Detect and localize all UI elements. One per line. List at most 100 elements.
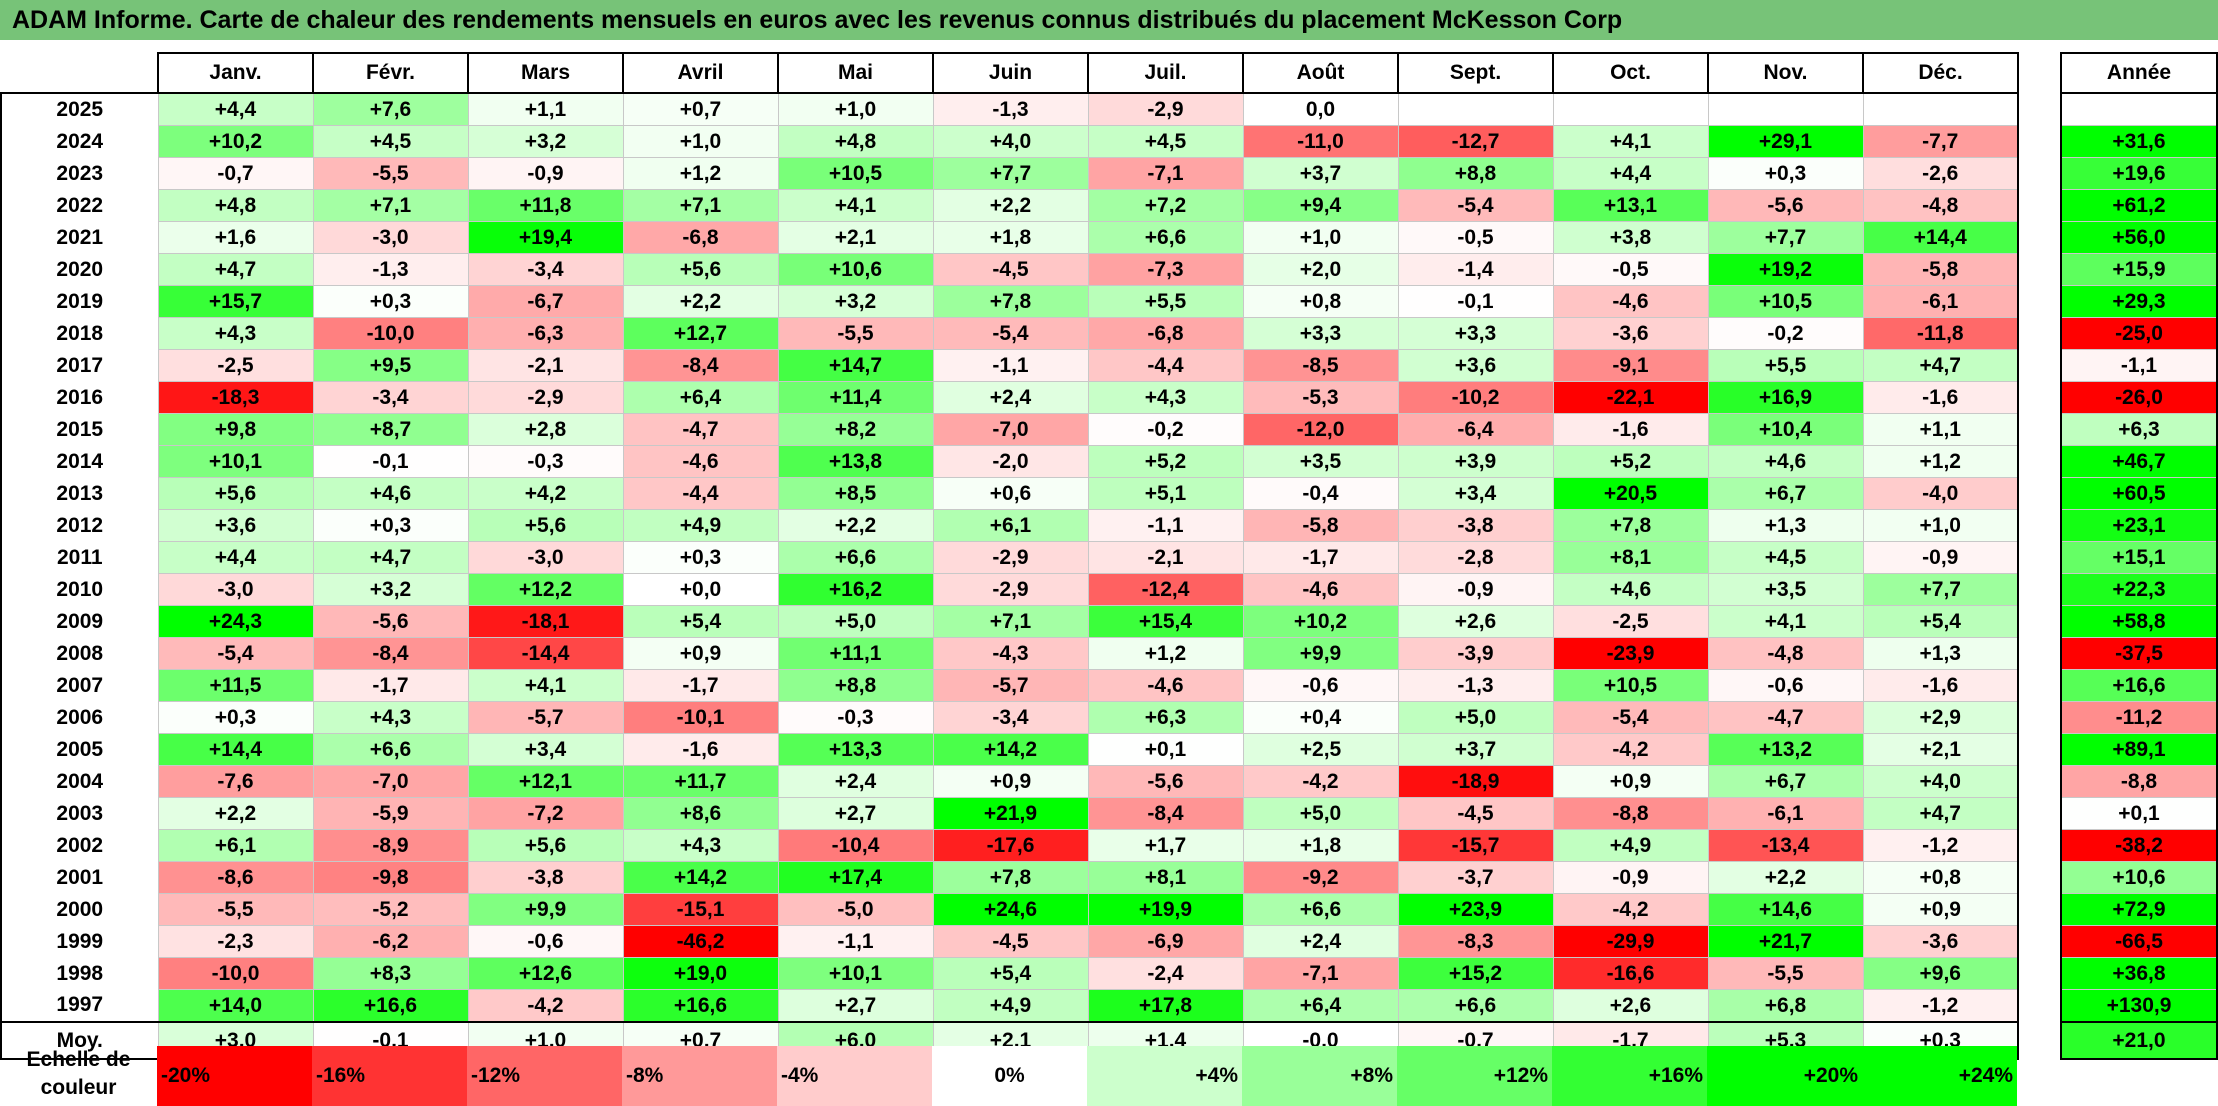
heatmap-cell: +0,4 [1242,701,1399,734]
heatmap-cell: +17,4 [777,861,934,894]
heatmap-cell [1707,92,1864,126]
annual-cell: +58,8 [2060,605,2218,638]
year-label: 1998 [0,957,158,990]
heatmap-cell: +2,1 [777,221,934,254]
heatmap-cell: +5,6 [467,509,624,542]
year-label: 2016 [0,381,158,414]
heatmap-cell: +14,2 [622,861,779,894]
heatmap-cell: -6,9 [1087,925,1244,958]
heatmap-cell: +4,7 [312,541,469,574]
heatmap-cell: +0,0 [622,573,779,606]
month-header: Févr. [312,52,469,94]
heatmap-cell: +4,6 [312,477,469,510]
heatmap-cell: -5,7 [467,701,624,734]
heatmap-cell: +13,3 [777,733,934,766]
heatmap-cell: +6,7 [1707,477,1864,510]
annual-cell: +22,3 [2060,573,2218,606]
heatmap-cell: +0,6 [932,477,1089,510]
heatmap-cell: +4,6 [1552,573,1709,606]
heatmap-cell: -4,4 [1087,349,1244,382]
year-row: 2007 +11,5 -1,7 +4,1 -1,7 +8,8 -5,7 -4,6 -0,6 -1,… [0,669,2019,702]
heatmap-cell: -14,4 [467,637,624,670]
heatmap-cell: -1,6 [1862,381,2019,414]
heatmap-cell: +5,5 [1707,349,1864,382]
heatmap-cell: -3,6 [1552,317,1709,350]
month-header: Avril [622,52,779,94]
year-row: 2020 +4,7 -1,3 -3,4 +5,6 +10,6 -4,5 -7,3 +2,0 -1,… [0,253,2019,286]
heatmap-cell: -0,6 [1242,669,1399,702]
heatmap-cell: +12,7 [622,317,779,350]
heatmap-cell: +13,1 [1552,189,1709,222]
heatmap-cell: -1,2 [1862,989,2019,1023]
heatmap-cell: -2,1 [1087,541,1244,574]
heatmap-cell: -5,0 [777,893,934,926]
heatmap-cell: +5,6 [467,829,624,862]
heatmap-cell: +16,9 [1707,381,1864,414]
heatmap-cell: -3,8 [467,861,624,894]
heatmap-cell: -5,8 [1862,253,2019,286]
heatmap-cell: +16,2 [777,573,934,606]
heatmap-cell: -12,0 [1242,413,1399,446]
heatmap-cell: +7,8 [1552,509,1709,542]
heatmap-cell: -5,5 [312,157,469,190]
heatmap-cell: -0,5 [1397,221,1554,254]
heatmap-cell: -2,4 [1087,957,1244,990]
heatmap-cell: -4,2 [467,989,624,1023]
heatmap-cell: -6,2 [312,925,469,958]
heatmap-cell: +4,0 [932,125,1089,158]
heatmap-cell: -2,9 [1087,92,1244,126]
heatmap-cell: +9,6 [1862,957,2019,990]
year-label: 2015 [0,413,158,446]
heatmap-cell: -4,6 [622,445,779,478]
year-row: 2016 -18,3 -3,4 -2,9 +6,4 +11,4 +2,4 +4,3 -5,3 -1… [0,381,2019,414]
heatmap-cell: +1,1 [467,92,624,126]
heatmap-cell: +6,7 [1707,765,1864,798]
heatmap-cell: +10,5 [777,157,934,190]
heatmap-cell: +4,8 [777,125,934,158]
corner-cell [1,53,158,93]
color-scale-step: +8% [1242,1046,1397,1106]
year-label: 2003 [0,797,158,830]
heatmap-cell: -8,6 [157,861,314,894]
color-scale-step: +12% [1397,1046,1552,1106]
annual-cell: -37,5 [2060,637,2218,670]
heatmap-cell: +1,3 [1862,637,2019,670]
heatmap-cell: +8,8 [777,669,934,702]
heatmap-cell: -4,0 [1862,477,2019,510]
heatmap-cell: -10,2 [1397,381,1554,414]
heatmap-cell: -5,5 [157,893,314,926]
heatmap-cell: +10,6 [777,253,934,286]
annual-cell: -66,5 [2060,925,2218,958]
color-scale-step: -12% [467,1046,622,1106]
heatmap-cell: +2,2 [777,509,934,542]
heatmap-cell: +7,7 [1707,221,1864,254]
color-scale-step: -4% [777,1046,932,1106]
year-row: 2004 -7,6 -7,0 +12,1 +11,7 +2,4 +0,9 -5,6 -4,2 -1… [0,765,2019,798]
heatmap-cell: +3,5 [1707,573,1864,606]
month-header: Juin [932,52,1089,94]
heatmap-cell: +6,8 [1707,989,1864,1023]
heatmap-cell: -6,1 [1862,285,2019,318]
heatmap-cell: +6,6 [1087,221,1244,254]
heatmap-cell: +24,6 [932,893,1089,926]
heatmap-cell: +1,6 [157,221,314,254]
heatmap-cell: -10,0 [312,317,469,350]
heatmap-cell: -13,4 [1707,829,1864,862]
heatmap-cell: +7,1 [932,605,1089,638]
heatmap-cell: -7,3 [1087,253,1244,286]
heatmap-cell: -2,1 [467,349,624,382]
heatmap-cell: -16,6 [1552,957,1709,990]
heatmap-cell: -6,7 [467,285,624,318]
heatmap-cell: -3,0 [312,221,469,254]
year-row: 1998 -10,0 +8,3 +12,6 +19,0 +10,1 +5,4 -2,4 -7,1… [0,957,2019,990]
year-row: 2008 -5,4 -8,4 -14,4 +0,9 +11,1 -4,3 +1,2 +9,9 -3… [0,637,2019,670]
annual-cell: -25,0 [2060,317,2218,350]
heatmap-cell: -1,6 [1552,413,1709,446]
color-scale-step: -16% [312,1046,467,1106]
annual-cell: +46,7 [2060,445,2218,478]
heatmap-cell: +3,2 [777,285,934,318]
annual-cell: +23,1 [2060,509,2218,542]
month-header: Mars [467,52,624,94]
heatmap-cell: +16,6 [312,989,469,1023]
heatmap-cell: -0,2 [1087,413,1244,446]
